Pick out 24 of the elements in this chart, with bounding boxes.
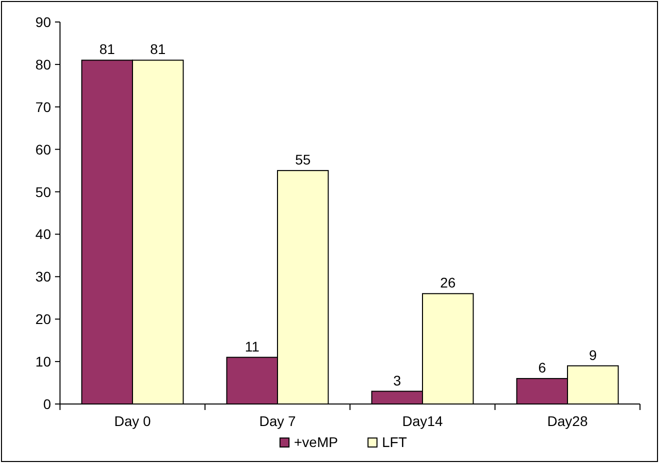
y-tick-label: 0 [43, 396, 52, 412]
y-tick-label: 10 [35, 354, 52, 370]
y-tick-label: 70 [35, 98, 52, 115]
x-tick-label: Day 7 [259, 413, 296, 429]
x-tick-label: Day14 [402, 413, 443, 429]
y-tick-label: 80 [35, 56, 52, 72]
y-tick-label: 50 [35, 184, 52, 200]
legend-label: LFT [382, 434, 408, 450]
legend-label: +veMP [294, 434, 338, 450]
data-label: 6 [538, 360, 546, 376]
x-tick-label: Day28 [547, 413, 588, 429]
data-label: 26 [440, 274, 456, 291]
data-label: 3 [393, 372, 402, 388]
y-tick-label: 60 [35, 141, 52, 158]
y-tick-label: 30 [35, 268, 52, 285]
y-tick-label: 90 [35, 14, 52, 30]
y-tick-label: 40 [35, 226, 52, 242]
data-label: 55 [295, 152, 311, 168]
y-tick-label: 20 [35, 311, 52, 328]
data-label: 81 [150, 41, 166, 58]
data-label: 81 [99, 41, 116, 58]
data-label: 9 [588, 346, 597, 363]
x-tick-label: Day 0 [114, 413, 151, 429]
data-label: 11 [244, 338, 260, 354]
